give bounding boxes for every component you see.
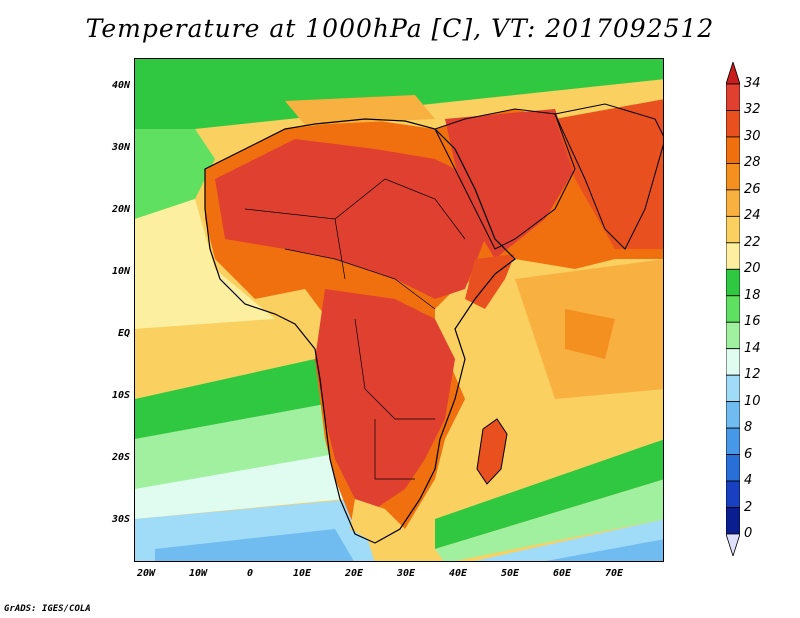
colorbar-over-triangle [726,62,740,85]
lon-label-60e: 60E [552,568,572,579]
colorbar-label: 14 [744,340,761,356]
lon-label-20e: 20E [344,568,364,579]
colorbar-box [726,268,740,297]
iran-india-hot [555,99,663,249]
colorbar [726,62,740,556]
colorbar-label: 4 [744,473,753,489]
colorbar-box [726,295,740,323]
colorbar-box [726,401,740,429]
south-atlantic-pale [135,454,345,519]
lat-label-40n: 40N [111,80,130,91]
lon-label-0: 0 [246,568,254,579]
colorbar-label: 16 [744,314,761,330]
arabia-coastline [434,108,576,250]
lat-label-20s: 20S [111,452,130,463]
madagascar [476,418,508,485]
colorbar-label: 34 [744,76,761,91]
map-canvas [135,59,663,561]
colorbar-label: 32 [744,102,761,118]
lat-label-10n: 10N [111,266,130,277]
lat-label-30n: 30N [111,142,130,153]
colorbar-box [726,189,740,217]
south-atlantic-lightgreen [135,404,335,489]
colorbar-box [726,374,740,403]
colorbar-label: 12 [744,367,761,383]
map-title: Temperature at 1000hPa [C], VT: 20170925… [85,14,715,43]
africa-coastline [204,118,516,544]
country-borders [244,178,466,480]
colorbar-label: 0 [744,526,753,541]
atlantic-north-green [135,129,215,219]
indian-ocean-hotspot [565,309,615,359]
colorbar-box [726,136,740,164]
sahara-hot [215,139,485,299]
asia-coastline [554,103,663,250]
south-africa-tip [350,499,405,543]
south-atlantic-deepblue [155,529,354,561]
south-indian-lightgreen [435,479,663,561]
colorbar-label: 28 [744,155,761,171]
colorbar-box [726,427,740,455]
colorbar-box [726,215,740,244]
lon-label-50e: 50E [500,568,520,579]
arabia-hot [445,109,575,259]
colorbar-box [726,507,740,535]
lat-label-10s: 10S [111,390,130,401]
colorbar-label: 8 [744,420,753,436]
colorbar-label: 26 [744,181,761,197]
south-indian-green [435,439,663,549]
north-africa-coast [285,95,435,125]
central-africa-hot [315,289,455,509]
colorbar-box [726,321,740,350]
colorbar-label: 2 [744,499,753,515]
colorbar-under-triangle [726,533,740,556]
colorbar-box [726,163,740,191]
temperature-map [134,58,664,562]
colorbar-label: 6 [744,446,753,462]
colorbar-label: 18 [744,287,761,303]
south-atlantic-green [135,359,325,439]
colorbar-label: 24 [744,208,761,224]
lon-label-10w: 10W [188,568,208,579]
lat-label-20n: 20N [111,204,130,215]
colorbar-box [726,110,740,138]
lon-label-40e: 40E [448,568,468,579]
colorbar-box [726,454,740,482]
colorbar-label: 22 [744,234,761,250]
lon-label-10e: 10E [292,568,312,579]
colorbar-box [726,348,740,376]
grads-credit: GrADS: IGES/COLA [4,604,91,614]
colorbar-label: 30 [744,128,761,144]
lat-label-30s: 30S [111,514,130,525]
lon-label-30e: 30E [396,568,416,579]
colorbar-label: 10 [744,393,761,409]
lat-label-eq: EQ [117,328,130,339]
atlantic-tropical [135,199,275,329]
colorbar-box [726,480,740,508]
lon-label-20w: 20W [136,568,156,579]
colorbar-box [726,83,740,111]
colorbar-box [726,242,740,270]
lon-label-70e: 70E [604,568,624,579]
colorbar-label: 20 [744,261,761,277]
